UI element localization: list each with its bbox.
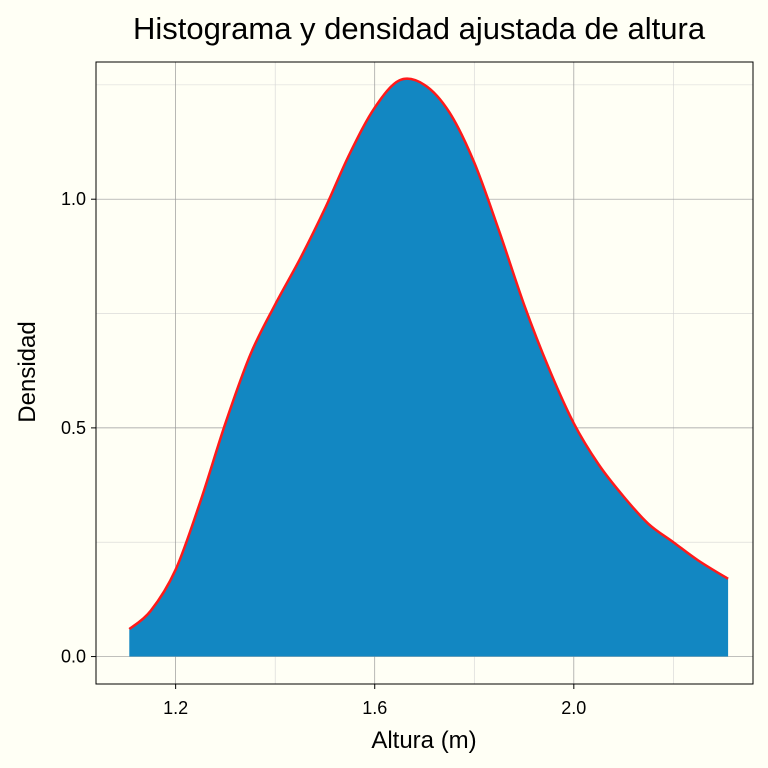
x-tick-label: 2.0 bbox=[561, 698, 586, 718]
y-axis-label: Densidad bbox=[14, 321, 41, 422]
x-tick-label: 1.2 bbox=[163, 698, 188, 718]
x-axis-ticks: 1.2 1.6 2.0 bbox=[163, 684, 586, 718]
y-tick-label: 0.5 bbox=[61, 418, 86, 438]
density-area bbox=[129, 78, 729, 657]
x-tick-label: 1.6 bbox=[362, 698, 387, 718]
y-tick-label: 0.0 bbox=[61, 647, 86, 667]
y-tick-label: 1.0 bbox=[61, 189, 86, 209]
x-axis-label: Altura (m) bbox=[371, 727, 476, 754]
y-axis-ticks: 0.0 0.5 1.0 bbox=[61, 189, 96, 667]
plot-border bbox=[95, 61, 754, 685]
chart-title: Histograma y densidad ajustada de altura bbox=[133, 11, 706, 46]
density-line bbox=[128, 77, 729, 631]
